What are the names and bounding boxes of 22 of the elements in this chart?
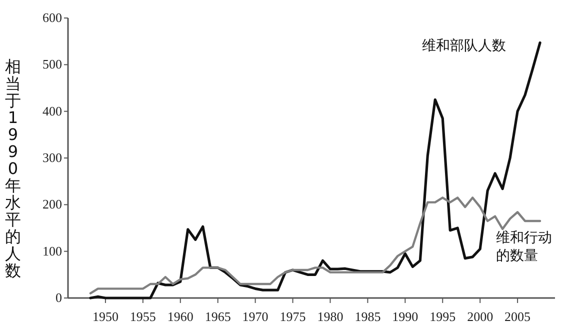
y-tick-label: 200	[42, 196, 62, 212]
x-tick-label: 1980	[317, 309, 344, 324]
x-tick-label: 1985	[354, 309, 381, 324]
x-tick-label: 1950	[92, 309, 118, 324]
y-tick-label: 300	[42, 150, 62, 165]
y-tick-label: 100	[42, 243, 62, 258]
x-tick-label: 2000	[467, 309, 494, 324]
x-tick-label: 1990	[392, 309, 418, 324]
x-tick-label: 1960	[167, 309, 194, 324]
text: 维和部队人数	[422, 36, 506, 55]
y-tick-label: 0	[56, 290, 62, 305]
x-tick-label: 1955	[130, 309, 156, 324]
y-tick-label: 400	[42, 103, 62, 118]
series-label: 维和行动的数量	[496, 229, 553, 265]
x-tick-label: 2005	[504, 309, 531, 324]
x-tick-label: 1975	[280, 309, 306, 324]
y-tick-label: 500	[42, 56, 62, 72]
y-tick-label: 600	[42, 10, 62, 25]
x-tick-label: 1995	[430, 309, 456, 324]
x-tick-label: 1965	[204, 309, 231, 324]
text: 相当于1990年水平的人数	[5, 56, 21, 280]
x-tick-label: 1970	[242, 309, 268, 324]
